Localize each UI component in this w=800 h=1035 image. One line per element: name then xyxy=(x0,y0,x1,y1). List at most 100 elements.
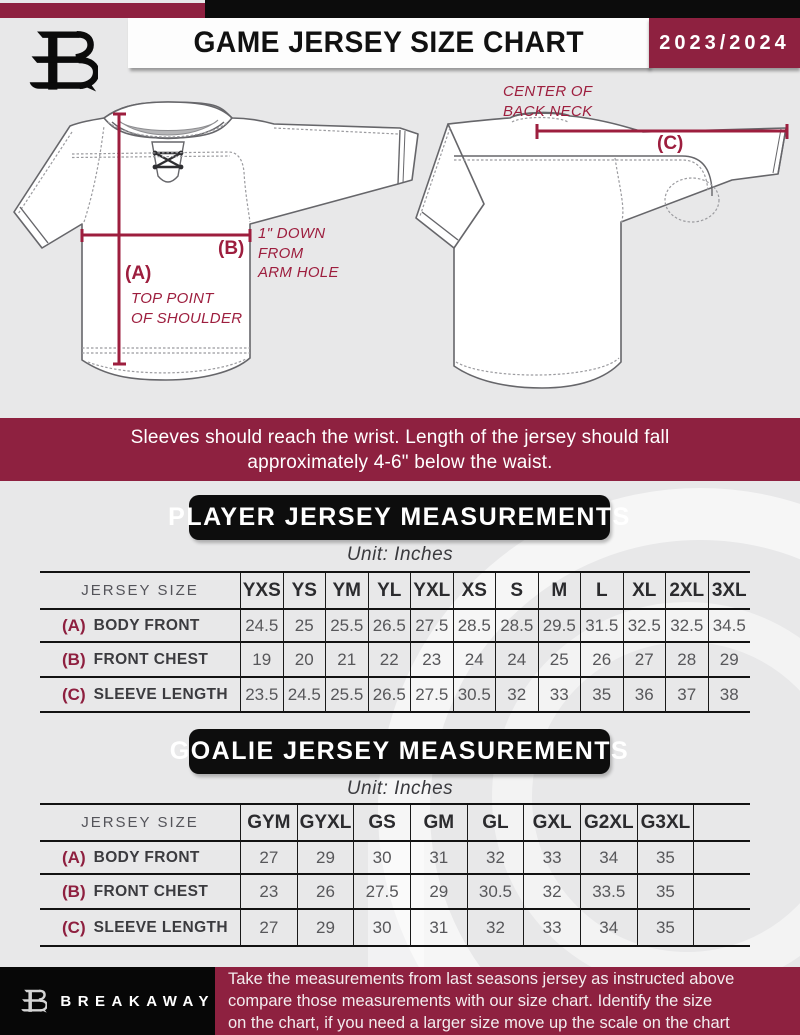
value-cell: 19 xyxy=(240,643,283,678)
note-a-line1: TOP POINT xyxy=(131,290,214,307)
value-cell: 38 xyxy=(707,678,750,713)
footer-note-line2: compare those measurements with our size… xyxy=(228,992,713,1010)
value-cell: 32 xyxy=(466,842,524,875)
row-title: BODY FRONT xyxy=(93,616,200,634)
value-cell: 27 xyxy=(240,910,297,947)
size-header: XS xyxy=(452,573,495,610)
value-cell: 30.5 xyxy=(452,678,495,713)
value-cell: 27.5 xyxy=(410,678,453,713)
size-header: S xyxy=(495,573,538,610)
back-jersey-diagram xyxy=(415,111,789,389)
value-cell: 29 xyxy=(296,842,354,875)
size-header: YM xyxy=(325,573,368,610)
value-cell: 32 xyxy=(466,910,524,947)
season-badge: 2023/2024 xyxy=(649,18,800,68)
row-key: (C) xyxy=(62,917,86,937)
row-label: (C) SLEEVE LENGTH xyxy=(40,910,240,947)
value-cell: 33 xyxy=(523,910,580,947)
size-header: GYXL xyxy=(296,805,354,842)
note-c-line2: BACK NECK xyxy=(503,102,593,120)
goalie-section-banner: GOALIE JERSEY MEASUREMENTS xyxy=(170,729,628,774)
value-cell: 23 xyxy=(240,875,297,910)
value-cell: 28.5 xyxy=(495,610,538,643)
size-header: XL xyxy=(622,573,665,610)
top-bar xyxy=(205,0,800,18)
size-header: 2XL xyxy=(665,573,708,610)
value-cell: 26.5 xyxy=(367,678,410,713)
row-key: (B) xyxy=(62,649,86,669)
size-header: 3XL xyxy=(707,573,750,610)
goalie-unit-label: Unit: Inches xyxy=(346,778,454,799)
value-cell: 32.5 xyxy=(665,610,708,643)
value-cell: 33 xyxy=(537,678,580,713)
value-cell: 25 xyxy=(282,610,325,643)
value-cell: 26.5 xyxy=(367,610,410,643)
footer-note-line3: on the chart, if you need a larger size … xyxy=(228,1014,730,1032)
row-label: (C) SLEEVE LENGTH xyxy=(40,678,240,713)
note-b-line3: ARM HOLE xyxy=(258,264,339,281)
brand-logo-footer-icon xyxy=(21,989,48,1013)
note-c-line1: CENTER OF xyxy=(503,83,593,100)
jersey-size-corner-label: JERSEY SIZE xyxy=(40,805,240,842)
jersey-size-corner-label: JERSEY SIZE xyxy=(40,573,240,610)
value-cell: 25 xyxy=(537,643,580,678)
value-cell: 24.5 xyxy=(282,678,325,713)
size-header xyxy=(693,805,750,842)
row-key: (A) xyxy=(62,847,86,867)
measurement-key-a: (A) xyxy=(125,263,152,284)
player-section-banner: PLAYER JERSEY MEASUREMENTS xyxy=(168,495,629,540)
value-cell xyxy=(693,842,750,875)
fit-notice-line1: Sleeves should reach the wrist. Length o… xyxy=(130,426,670,448)
goalie-section-title: GOALIE JERSEY MEASUREMENTS xyxy=(169,737,630,765)
row-key: (A) xyxy=(62,615,86,635)
value-cell: 24 xyxy=(495,643,538,678)
row-title: SLEEVE LENGTH xyxy=(93,685,228,703)
season-label: 2023/2024 xyxy=(659,31,790,54)
row-title: SLEEVE LENGTH xyxy=(93,918,228,936)
value-cell xyxy=(693,910,750,947)
value-cell xyxy=(693,875,750,910)
size-header: GXL xyxy=(523,805,580,842)
value-cell: 28.5 xyxy=(452,610,495,643)
fit-notice-line2: approximately 4-6" below the waist. xyxy=(247,451,553,473)
size-header: YXS xyxy=(240,573,283,610)
player-section-title: PLAYER JERSEY MEASUREMENTS xyxy=(168,503,631,531)
value-cell: 23.5 xyxy=(240,678,283,713)
value-cell: 26 xyxy=(580,643,623,678)
top-bar-accent xyxy=(0,3,205,18)
row-key: (B) xyxy=(62,881,86,901)
size-header: G3XL xyxy=(636,805,694,842)
value-cell: 22 xyxy=(367,643,410,678)
value-cell: 35 xyxy=(636,910,694,947)
value-cell: 30 xyxy=(353,910,410,947)
row-key: (C) xyxy=(62,684,86,704)
size-header: GM xyxy=(409,805,467,842)
front-jersey-diagram xyxy=(13,101,419,381)
value-cell: 33 xyxy=(523,842,580,875)
brand-name: BREAKAWAY xyxy=(60,992,215,1010)
value-cell: 35 xyxy=(636,875,694,910)
row-title: FRONT CHEST xyxy=(93,882,209,900)
value-cell: 29 xyxy=(409,875,467,910)
note-a-line2: OF SHOULDER xyxy=(131,309,243,327)
value-cell: 37 xyxy=(665,678,708,713)
footer-brand-area: BREAKAWAY xyxy=(0,967,215,1035)
value-cell: 33.5 xyxy=(579,875,637,910)
player-unit-label: Unit: Inches xyxy=(346,544,454,565)
value-cell: 25.5 xyxy=(325,678,368,713)
note-b-line1: 1" DOWN xyxy=(258,225,326,242)
value-cell: 34 xyxy=(579,910,637,947)
row-title: BODY FRONT xyxy=(93,848,200,866)
size-header: GL xyxy=(466,805,524,842)
value-cell: 35 xyxy=(580,678,623,713)
value-cell: 27 xyxy=(622,643,665,678)
measurement-note-b: 1" DOWN FROM ARM HOLE xyxy=(258,224,339,283)
row-label: (B) FRONT CHEST xyxy=(40,643,240,678)
value-cell: 24.5 xyxy=(240,610,283,643)
value-cell: 36 xyxy=(622,678,665,713)
value-cell: 30.5 xyxy=(466,875,524,910)
value-cell: 23 xyxy=(410,643,453,678)
row-label: (A) BODY FRONT xyxy=(40,610,240,643)
value-cell: 31.5 xyxy=(580,610,623,643)
